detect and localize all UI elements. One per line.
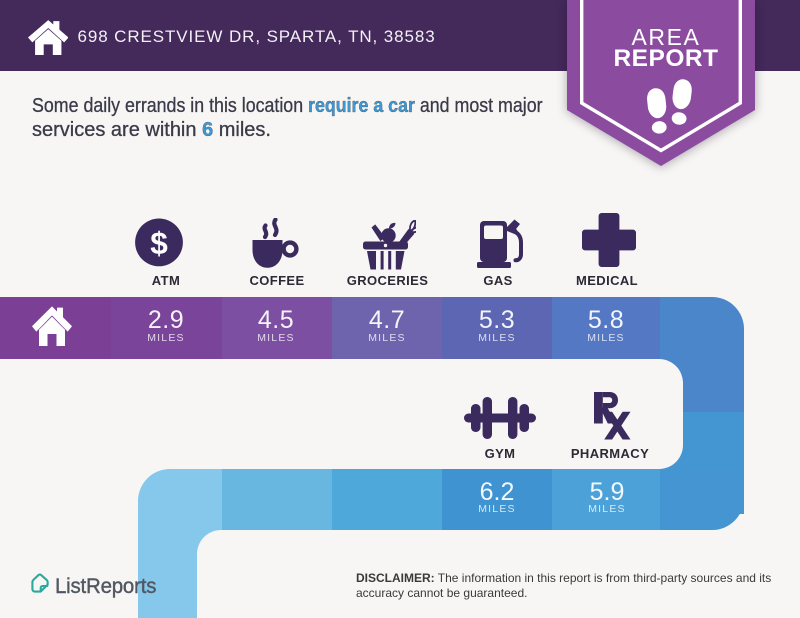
svg-text:$: $: [150, 224, 168, 260]
